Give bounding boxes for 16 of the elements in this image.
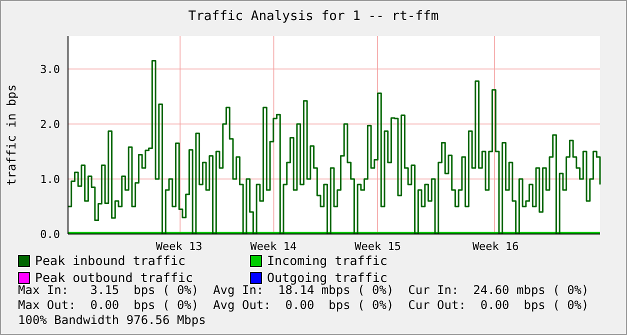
y-tick-label: 0.0 [40, 228, 60, 241]
x-tick-label: Week 15 [354, 240, 401, 253]
legend-label: Incoming traffic [267, 253, 388, 268]
chart-title: Traffic Analysis for 1 -- rt-ffm [187, 9, 440, 24]
x-tick-label: Week 14 [250, 240, 297, 253]
text: 100% Bandwidth 976.56 Mbps [18, 313, 207, 328]
legend-label: Outgoing traffic [267, 270, 388, 285]
y-tick-label: 3.0 [40, 62, 60, 76]
x-tick-label: Week 16 [472, 240, 519, 253]
y-axis-title: traffic in bps [4, 84, 18, 186]
x-tick-label: Week 13 [156, 240, 202, 253]
legend-label: Peak outbound traffic [35, 270, 194, 285]
text: Max Out: 0.00 bps ( 0%) Avg Out: 0.00 bps ( 0%) Cur Out: 0.00 bps ( 0%) [18, 298, 589, 313]
y-tick-label: 2.0 [40, 118, 60, 131]
y-tick-label: 1.0 [40, 172, 60, 186]
legend-label: Peak inbound traffic [35, 253, 186, 268]
